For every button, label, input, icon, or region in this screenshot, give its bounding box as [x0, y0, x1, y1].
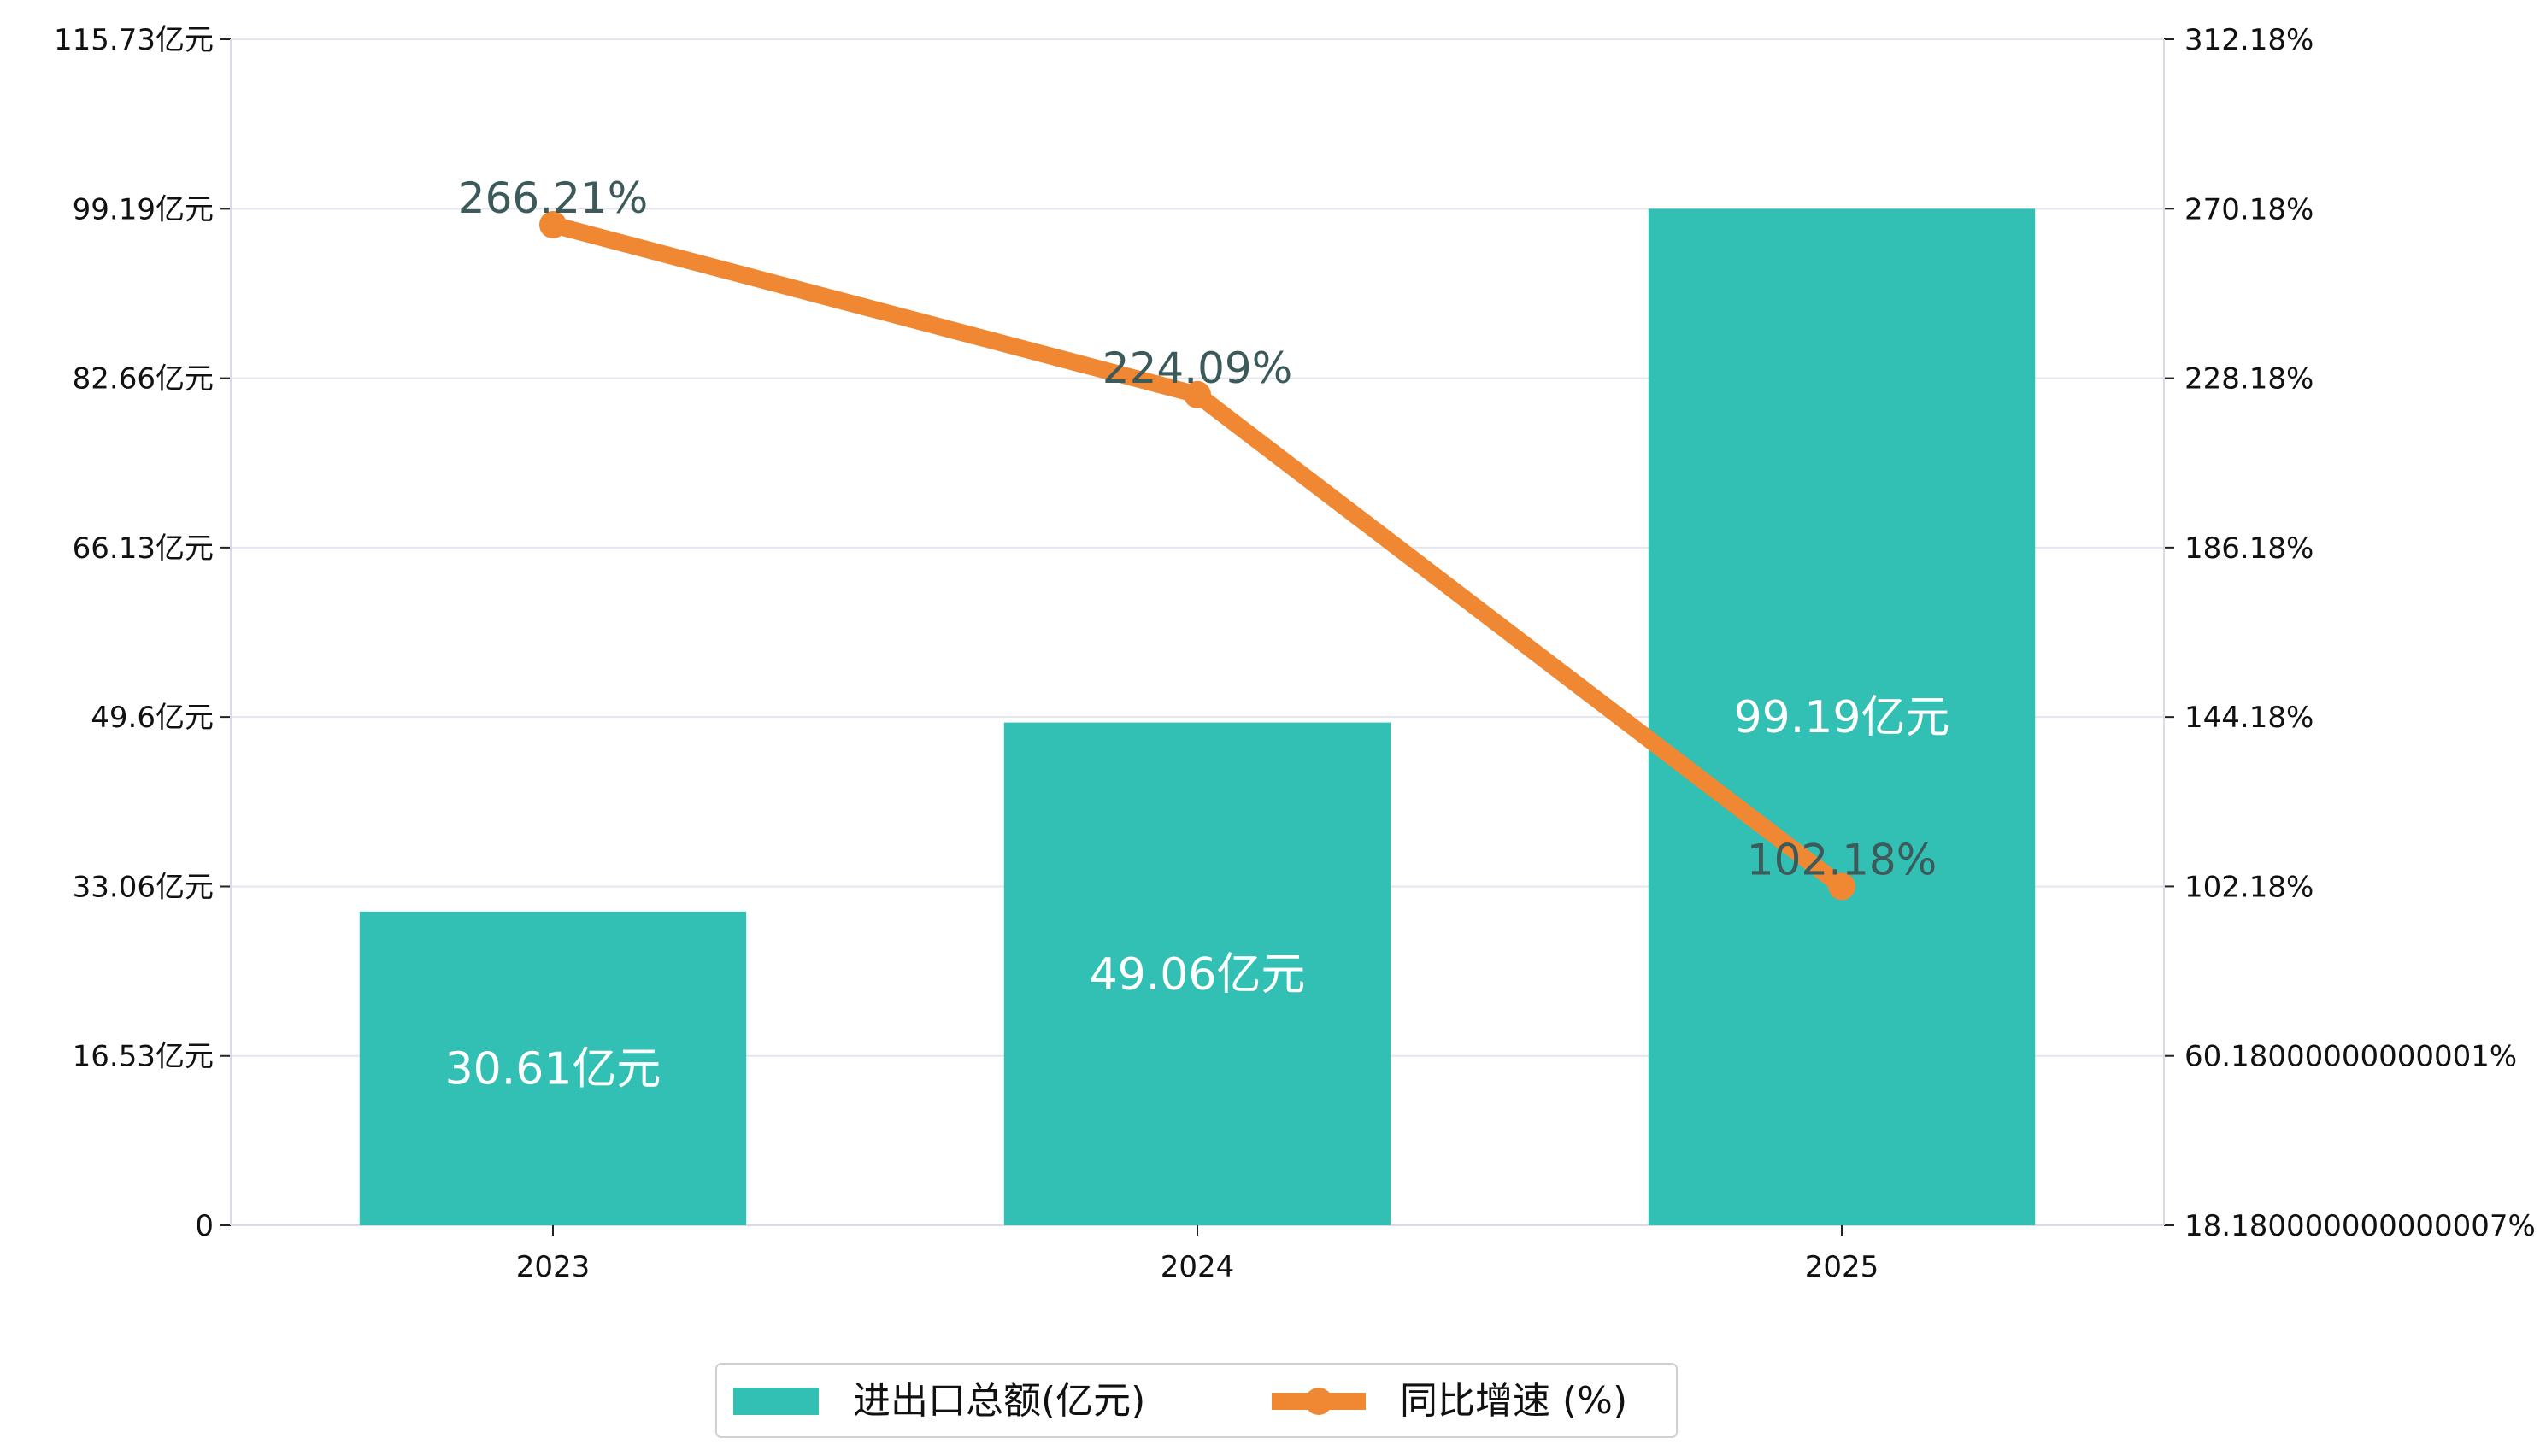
- right-tick-label: 186.18%: [2184, 531, 2314, 566]
- bar-2025: [1648, 208, 2036, 1226]
- left-tick-label: 115.73亿元: [54, 23, 214, 57]
- growth-point-2023: [539, 211, 567, 239]
- growth-point-2025: [1828, 872, 1855, 901]
- right-tick-label: 102.18%: [2184, 870, 2314, 904]
- right-tick-label: 144.18%: [2184, 701, 2314, 735]
- left-tick-label: 0: [195, 1209, 214, 1243]
- line-value-label: 224.09%: [1102, 343, 1292, 393]
- right-tick-label: 270.18%: [2184, 192, 2314, 226]
- bar-value-label: 99.19亿元: [1734, 692, 1950, 743]
- right-tick-label: 18.180000000000007%: [2184, 1209, 2536, 1243]
- right-tick-label: 60.18000000000001%: [2184, 1040, 2517, 1074]
- bar-2023: [359, 911, 747, 1225]
- legend-label-bar: 进出口总额(亿元): [853, 1379, 1145, 1423]
- left-tick-label: 82.66亿元: [73, 362, 214, 396]
- left-tick-label: 16.53亿元: [73, 1040, 214, 1074]
- bar-value-label: 49.06亿元: [1090, 949, 1306, 1001]
- legend-label-line: 同比增速 (%): [1400, 1379, 1627, 1423]
- bar-2024: [1003, 722, 1391, 1225]
- legend-box: [715, 1363, 1678, 1438]
- legend-swatch-bar: [733, 1388, 819, 1415]
- bar-value-label: 30.61亿元: [445, 1043, 661, 1095]
- axes: 0 16.53亿元 33.06亿元 49.6亿元 66.13亿元 82.66亿元 99.19…: [54, 23, 2536, 1284]
- x-tick-label: 2023: [516, 1250, 591, 1284]
- legend: 进出口总额(亿元) 同比增速 (%): [715, 1363, 1678, 1438]
- x-tick-label: 2024: [1161, 1250, 1235, 1284]
- bar-series: [359, 208, 2036, 1226]
- line-series: [539, 211, 1855, 901]
- x-tick-label: 2025: [1805, 1250, 1879, 1284]
- left-tick-label: 33.06亿元: [73, 870, 214, 904]
- right-tick-label: 228.18%: [2184, 362, 2314, 396]
- left-tick-label: 99.19亿元: [73, 192, 214, 226]
- left-tick-label: 66.13亿元: [73, 531, 214, 566]
- data-labels: 30.61亿元 49.06亿元 99.19亿元 266.21% 224.09% 102.1…: [445, 173, 1950, 1095]
- legend-swatch-marker: [1305, 1388, 1332, 1415]
- growth-point-2024: [1184, 380, 1211, 408]
- right-tick-label: 312.18%: [2184, 23, 2314, 57]
- line-value-label: 102.18%: [1747, 835, 1937, 884]
- left-tick-label: 49.6亿元: [91, 701, 214, 735]
- line-value-label: 266.21%: [458, 173, 648, 223]
